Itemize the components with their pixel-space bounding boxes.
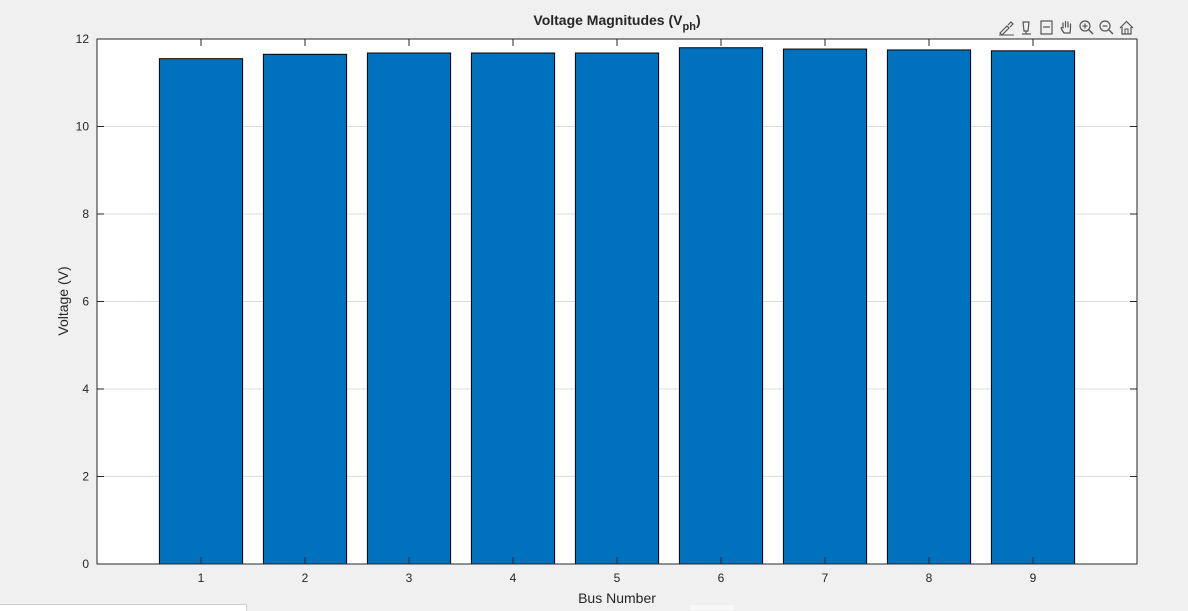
x-tick-label: 2 (302, 571, 309, 585)
bar-bus-6 (678, 47, 764, 565)
bottom-panel-edge (0, 604, 247, 611)
y-tick-label: 6 (82, 295, 89, 309)
zoom-out-button[interactable] (1096, 17, 1116, 37)
data-tips-icon (1021, 20, 1031, 35)
axes-toolbar (996, 17, 1136, 37)
bar-bus-4 (470, 52, 556, 565)
x-axis-label: Bus Number (578, 590, 656, 606)
pan-button[interactable] (1056, 17, 1076, 37)
x-tick-label: 6 (718, 571, 725, 585)
bottom-panel-edge-right (690, 605, 734, 610)
bar-bus-1 (158, 58, 244, 565)
chart-title-subscript: ph (682, 21, 696, 33)
x-tick-label: 7 (822, 571, 829, 585)
pan-icon (1060, 20, 1071, 34)
home-icon (1119, 20, 1133, 35)
y-tick-label: 10 (76, 120, 90, 134)
y-tick-label: 8 (82, 207, 89, 221)
bar-bus-9 (990, 50, 1076, 565)
y-tick-label: 12 (76, 32, 90, 46)
bar-bus-7 (782, 48, 868, 565)
data-tips-button[interactable] (1016, 17, 1036, 37)
tick-marks (97, 38, 1137, 565)
chart-title-suffix: ) (696, 12, 701, 28)
y-tick-label: 4 (82, 382, 89, 396)
chart-title-main: Voltage Magnitudes (V (533, 12, 683, 28)
x-tick-label: 4 (510, 571, 517, 585)
y-tick-label: 2 (82, 470, 89, 484)
x-tick-labels: 1 2 3 4 5 6 7 8 9 (198, 571, 1037, 585)
y-tick-label: 0 (82, 557, 89, 571)
bar-bus-5 (574, 52, 660, 565)
home-button[interactable] (1116, 17, 1136, 37)
x-tick-label: 8 (926, 571, 933, 585)
chart-title: Voltage Magnitudes (Vph) (533, 12, 700, 33)
x-tick-label: 1 (198, 571, 205, 585)
restore-view-button[interactable] (1036, 17, 1056, 37)
y-axis-label: Voltage (V) (55, 266, 71, 335)
x-tick-label: 9 (1030, 571, 1037, 585)
zoom-out-icon (1098, 19, 1113, 34)
brush-icon (998, 20, 1014, 36)
x-tick-label: 3 (406, 571, 413, 585)
bar-bus-3 (366, 52, 452, 565)
x-tick-label: 5 (614, 571, 621, 585)
restore-view-icon (1039, 19, 1053, 35)
y-tick-labels: 0 2 4 6 8 10 12 (76, 32, 90, 571)
bar-bus-2 (262, 53, 348, 565)
zoom-in-button[interactable] (1076, 17, 1096, 37)
brush-button[interactable] (996, 17, 1016, 37)
bars (158, 47, 1076, 565)
zoom-in-icon (1078, 19, 1093, 34)
bar-bus-8 (886, 49, 972, 565)
